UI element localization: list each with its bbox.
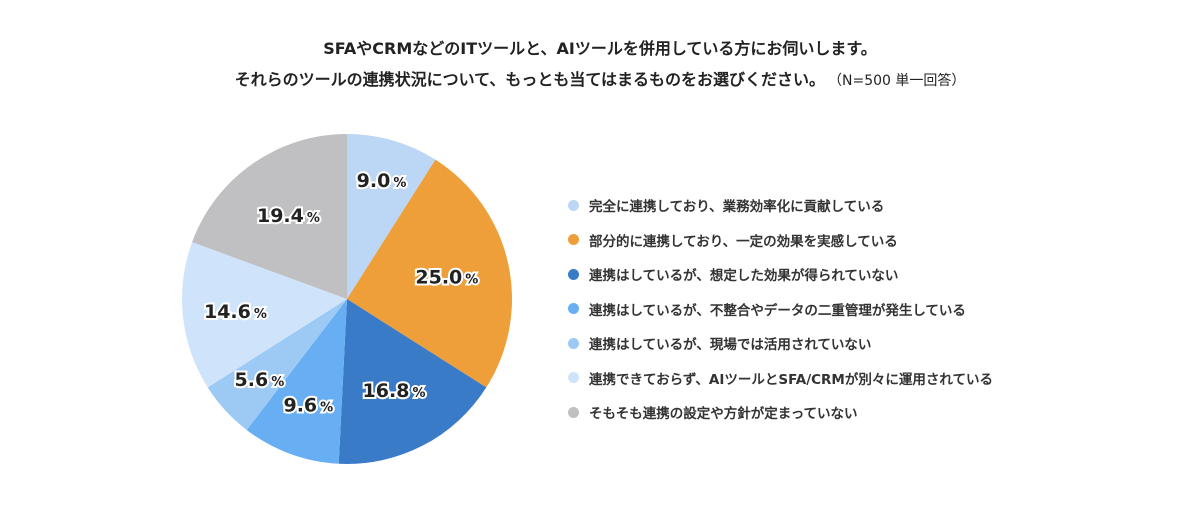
- pie-slice: [192, 134, 347, 299]
- slice-label: 25.0%: [415, 267, 478, 289]
- legend-label: 部分的に連携しており、一定の効果を実感している: [589, 233, 898, 250]
- legend-item: 連携はしているが、不整合やデータの二重管理が発生している: [568, 292, 993, 327]
- chart-title-line1: SFAやCRMなどのITツールと、AIツールを併用している方にお伺いします。: [323, 39, 877, 58]
- legend-item: 連携はしているが、現場では活用されていない: [568, 326, 993, 361]
- legend-swatch: [568, 303, 579, 315]
- legend-item: 完全に連携しており、業務効率化に貢献している: [568, 188, 993, 223]
- legend-label: そもそも連携の設定や方針が定まっていない: [589, 406, 858, 423]
- legend-swatch: [568, 372, 579, 384]
- legend-swatch: [568, 199, 579, 211]
- legend-swatch: [568, 406, 579, 418]
- legend-item: 連携できておらず、AIツールとSFA/CRMが別々に運用されている: [568, 361, 993, 396]
- legend-item: そもそも連携の設定や方針が定まっていない: [568, 395, 993, 430]
- legend-item: 連携はしているが、想定した効果が得られていない: [568, 257, 993, 292]
- pie-slice: [338, 299, 487, 464]
- pie-slice: [347, 159, 512, 388]
- legend-label: 完全に連携しており、業務効率化に貢献している: [589, 199, 885, 216]
- pie-slice: [347, 134, 436, 299]
- chart-title-line2: それらのツールの連携状況について、もっとも当てはまるものをお選びください。 （N=…: [0, 66, 1200, 90]
- pie-chart: 9.0 % 25.0 % 16.8 % 9.6 % 5.6 % 14.6 % 19.4%: [182, 134, 512, 464]
- pie-slice: [246, 299, 347, 464]
- slice-label: 14.6%: [204, 301, 267, 323]
- chart-title-question: それらのツールの連携状況について、もっとも当てはまるものをお選びください。: [234, 70, 826, 89]
- slice-label: 9.6%: [283, 394, 333, 416]
- pie-slice: [207, 299, 347, 431]
- slice-label: 16.8%: [363, 380, 426, 402]
- slice-label: 5.6%: [235, 369, 285, 391]
- sample-note: （N=500 単一回答）: [835, 73, 966, 89]
- legend-label: 連携はしているが、現場では活用されていない: [589, 337, 872, 354]
- legend-swatch: [568, 234, 579, 246]
- legend-label: 連携はしているが、想定した効果が得られていない: [589, 268, 899, 285]
- slice-label: 9.0%: [357, 170, 407, 192]
- legend-label: 連携できておらず、AIツールとSFA/CRMが別々に運用されている: [589, 371, 993, 388]
- legend-label: 連携はしているが、不整合やデータの二重管理が発生している: [589, 302, 966, 319]
- legend-item: 部分的に連携しており、一定の効果を実感している: [568, 223, 993, 258]
- slice-label: 19.4%: [257, 205, 320, 227]
- pie-slice: [182, 242, 347, 388]
- legend-swatch: [568, 337, 579, 349]
- legend-swatch: [568, 268, 579, 280]
- legend: 完全に連携しており、業務効率化に貢献している 部分的に連携しており、一定の効果を実…: [568, 188, 993, 430]
